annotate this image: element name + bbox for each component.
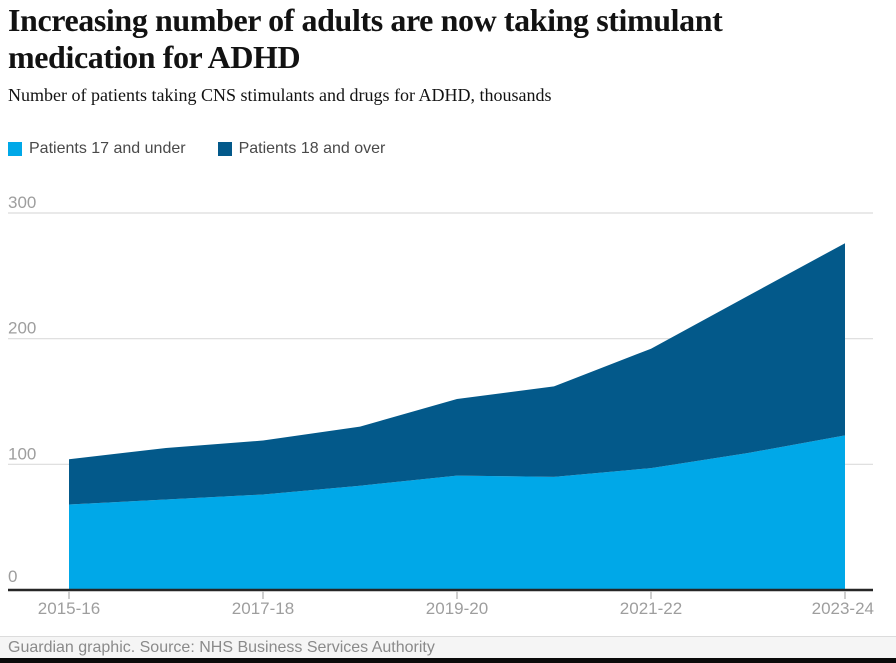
chart-title-line2: medication for ADHD [8, 39, 301, 75]
x-tick-label-2021-22: 2021-22 [620, 599, 682, 618]
chart-title: Increasing number of adults are now taki… [8, 2, 788, 76]
x-tick-label-2023-24: 2023-24 [812, 599, 874, 618]
x-tick-label-2017-18: 2017-18 [232, 599, 294, 618]
legend-label-under17: Patients 17 and under [29, 140, 186, 157]
x-tick-label-2019-20: 2019-20 [426, 599, 488, 618]
stacked-area-chart: 0 100 200 300 2015-16 2017-18 2019-20 2021-22 20… [8, 193, 874, 618]
legend-item-under17: Patients 17 and under [8, 141, 186, 157]
legend-label-over18: Patients 18 and over [238, 140, 386, 157]
chart-title-line1: Increasing number of adults are now taki… [8, 2, 723, 38]
source-text: Guardian graphic. Source: NHS Business S… [8, 639, 435, 656]
area-over18 [69, 243, 845, 505]
chart-subtitle: Number of patients taking CNS stimulants… [8, 85, 552, 105]
y-tick-label-100: 100 [8, 444, 36, 463]
source-footer: Guardian graphic. Source: NHS Business S… [0, 636, 896, 658]
y-tick-label-0: 0 [8, 567, 17, 586]
legend-swatch-over18-icon [217, 142, 232, 156]
area-under17 [69, 435, 845, 590]
legend-swatch-under17-icon [8, 142, 22, 156]
legend: Patients 17 and under Patients 18 and ov… [8, 141, 417, 157]
y-tick-label-300: 300 [8, 193, 36, 212]
legend-item-over18: Patients 18 and over [217, 140, 386, 157]
bottom-black-bar [0, 658, 896, 663]
y-tick-label-200: 200 [8, 319, 36, 338]
x-tick-label-2015-16: 2015-16 [38, 599, 100, 618]
